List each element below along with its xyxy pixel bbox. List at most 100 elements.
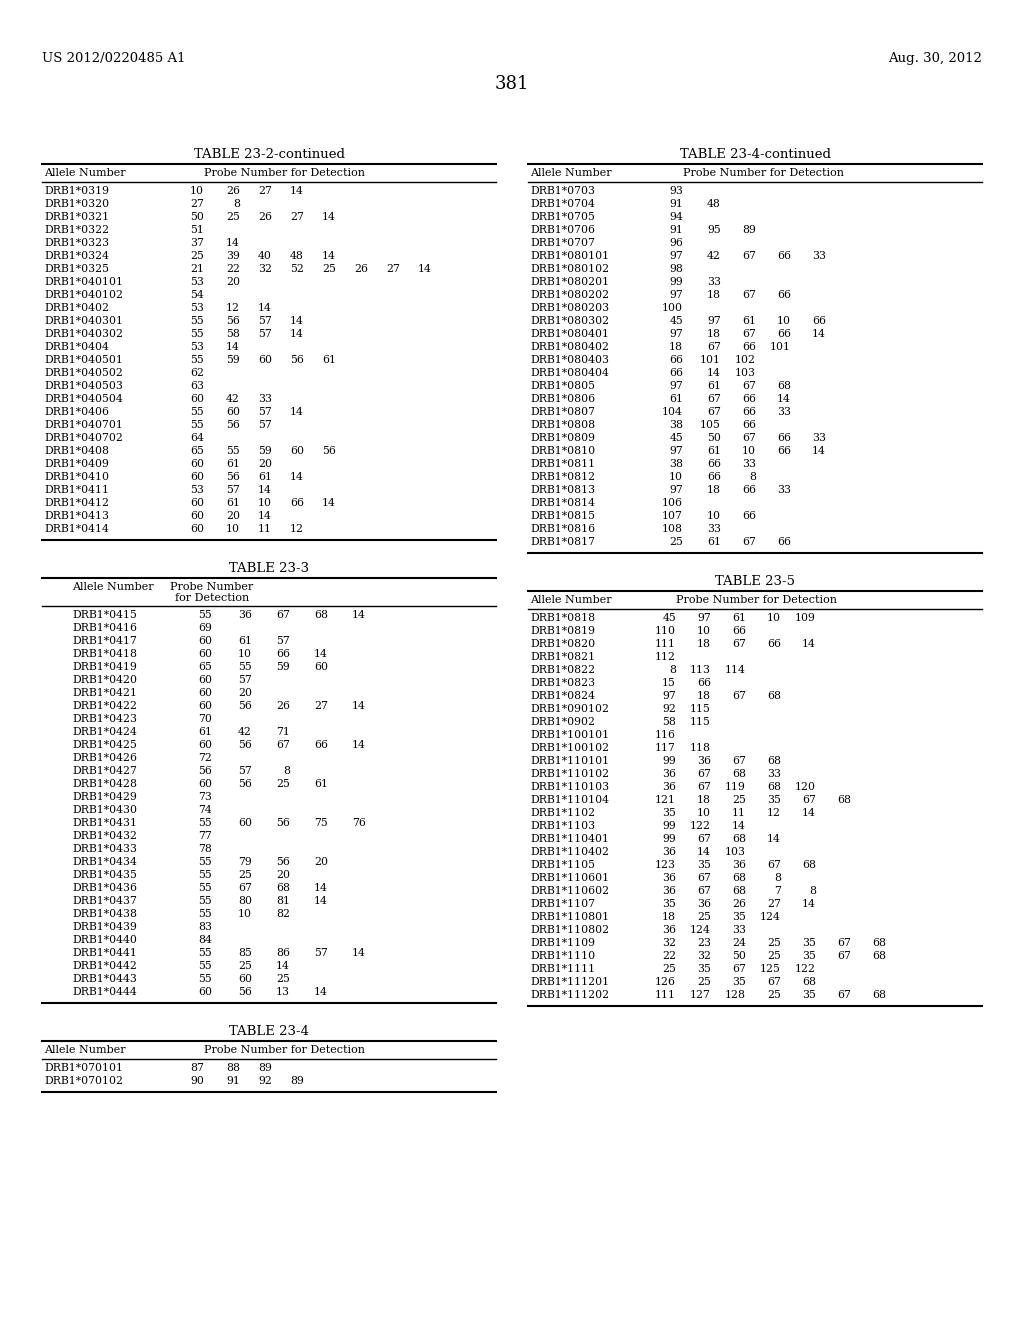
Text: 68: 68 <box>767 690 781 701</box>
Text: DRB1*0424: DRB1*0424 <box>72 727 137 737</box>
Text: 66: 66 <box>697 678 711 688</box>
Text: DRB1*0822: DRB1*0822 <box>530 665 595 675</box>
Text: 14: 14 <box>314 883 328 894</box>
Text: 60: 60 <box>190 524 204 535</box>
Text: Probe Number for Detection: Probe Number for Detection <box>676 595 837 605</box>
Text: 63: 63 <box>190 381 204 391</box>
Text: 66: 66 <box>707 473 721 482</box>
Text: DRB1*080201: DRB1*080201 <box>530 277 609 286</box>
Text: 12: 12 <box>290 524 304 535</box>
Text: 14: 14 <box>290 186 304 195</box>
Text: 68: 68 <box>837 795 851 805</box>
Text: DRB1*040302: DRB1*040302 <box>44 329 123 339</box>
Text: 8: 8 <box>774 873 781 883</box>
Text: 67: 67 <box>697 770 711 779</box>
Text: 75: 75 <box>314 818 328 828</box>
Text: Probe Number: Probe Number <box>170 582 254 591</box>
Text: DRB1*1107: DRB1*1107 <box>530 899 595 909</box>
Text: Probe Number for Detection: Probe Number for Detection <box>683 168 844 178</box>
Text: DRB1*040503: DRB1*040503 <box>44 381 123 391</box>
Text: 14: 14 <box>258 304 272 313</box>
Text: 10: 10 <box>777 315 791 326</box>
Text: 56: 56 <box>226 420 240 430</box>
Text: 56: 56 <box>239 987 252 997</box>
Text: 101: 101 <box>770 342 791 352</box>
Text: 27: 27 <box>314 701 328 711</box>
Text: 55: 55 <box>199 961 212 972</box>
Text: DRB1*0443: DRB1*0443 <box>72 974 137 983</box>
Text: TABLE 23-4: TABLE 23-4 <box>229 1026 309 1038</box>
Text: 10: 10 <box>697 808 711 818</box>
Text: DRB1*0412: DRB1*0412 <box>44 498 109 508</box>
Text: 18: 18 <box>669 342 683 352</box>
Text: 67: 67 <box>276 741 290 750</box>
Text: 73: 73 <box>198 792 212 803</box>
Text: DRB1*0418: DRB1*0418 <box>72 649 137 659</box>
Text: 58: 58 <box>663 717 676 727</box>
Text: 35: 35 <box>732 977 746 987</box>
Text: 117: 117 <box>655 743 676 752</box>
Text: 97: 97 <box>670 290 683 300</box>
Text: DRB1*0440: DRB1*0440 <box>72 935 137 945</box>
Text: 22: 22 <box>226 264 240 275</box>
Text: 59: 59 <box>226 355 240 366</box>
Text: 67: 67 <box>732 690 746 701</box>
Text: 7: 7 <box>774 886 781 896</box>
Text: 78: 78 <box>198 843 212 854</box>
Text: 10: 10 <box>226 524 240 535</box>
Text: 123: 123 <box>655 861 676 870</box>
Text: 60: 60 <box>190 393 204 404</box>
Text: Allele Number: Allele Number <box>72 582 154 591</box>
Text: 21: 21 <box>190 264 204 275</box>
Text: DRB1*0425: DRB1*0425 <box>72 741 137 750</box>
Text: 51: 51 <box>190 224 204 235</box>
Text: 59: 59 <box>276 663 290 672</box>
Text: DRB1*0812: DRB1*0812 <box>530 473 595 482</box>
Text: DRB1*0815: DRB1*0815 <box>530 511 595 521</box>
Text: 115: 115 <box>690 704 711 714</box>
Text: 56: 56 <box>239 701 252 711</box>
Text: 60: 60 <box>190 498 204 508</box>
Text: 13: 13 <box>276 987 290 997</box>
Text: 40: 40 <box>258 251 272 261</box>
Text: 25: 25 <box>239 961 252 972</box>
Text: 70: 70 <box>198 714 212 723</box>
Text: 67: 67 <box>732 756 746 766</box>
Text: 48: 48 <box>708 199 721 209</box>
Text: DRB1*0409: DRB1*0409 <box>44 459 109 469</box>
Text: 8: 8 <box>749 473 756 482</box>
Text: 61: 61 <box>258 473 272 482</box>
Text: 14: 14 <box>352 741 366 750</box>
Text: 60: 60 <box>238 974 252 983</box>
Text: 27: 27 <box>190 199 204 209</box>
Text: DRB1*0431: DRB1*0431 <box>72 818 137 828</box>
Text: 36: 36 <box>238 610 252 620</box>
Text: 92: 92 <box>258 1076 272 1086</box>
Text: DRB1*080403: DRB1*080403 <box>530 355 609 366</box>
Text: 91: 91 <box>226 1076 240 1086</box>
Text: 55: 55 <box>190 420 204 430</box>
Text: 66: 66 <box>767 639 781 649</box>
Text: 36: 36 <box>662 886 676 896</box>
Text: 68: 68 <box>276 883 290 894</box>
Text: DRB1*0821: DRB1*0821 <box>530 652 595 663</box>
Text: DRB1*100101: DRB1*100101 <box>530 730 609 741</box>
Text: DRB1*040504: DRB1*040504 <box>44 393 123 404</box>
Text: 56: 56 <box>239 741 252 750</box>
Text: 33: 33 <box>707 277 721 286</box>
Text: DRB1*110601: DRB1*110601 <box>530 873 609 883</box>
Text: 98: 98 <box>669 264 683 275</box>
Text: 67: 67 <box>697 781 711 792</box>
Text: Allele Number: Allele Number <box>530 595 611 605</box>
Text: 61: 61 <box>226 498 240 508</box>
Text: DRB1*0325: DRB1*0325 <box>44 264 109 275</box>
Text: DRB1*0319: DRB1*0319 <box>44 186 109 195</box>
Text: 97: 97 <box>670 484 683 495</box>
Text: DRB1*110102: DRB1*110102 <box>530 770 609 779</box>
Text: 89: 89 <box>290 1076 304 1086</box>
Text: DRB1*1110: DRB1*1110 <box>530 950 595 961</box>
Text: 66: 66 <box>732 626 746 636</box>
Text: 25: 25 <box>190 251 204 261</box>
Text: 87: 87 <box>190 1063 204 1073</box>
Text: 32: 32 <box>662 939 676 948</box>
